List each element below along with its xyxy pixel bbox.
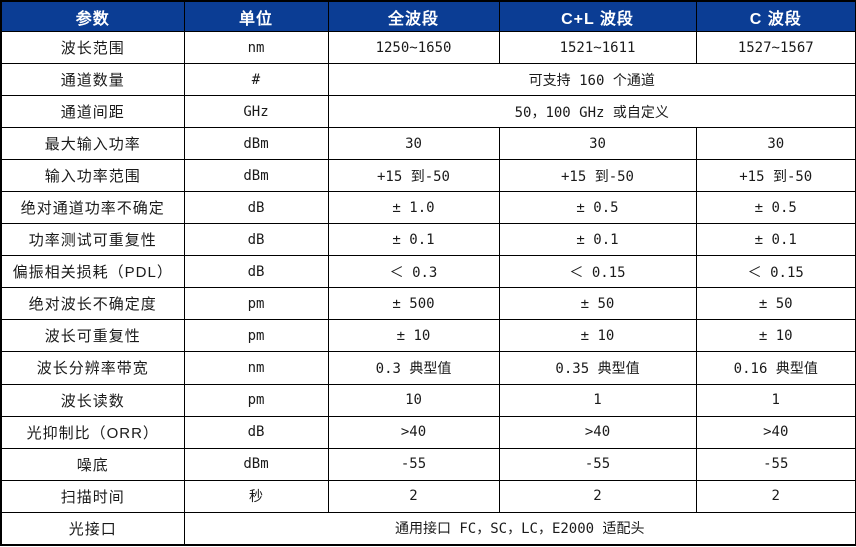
value-c-band: >40 bbox=[695, 415, 856, 449]
value-cl-band: -55 bbox=[498, 447, 697, 481]
value-c-band: +15 到-50 bbox=[695, 159, 856, 193]
param-label: 偏振相关损耗（PDL） bbox=[0, 255, 185, 289]
value-c-band: 0.16 典型值 bbox=[695, 351, 856, 385]
header-param: 参数 bbox=[0, 0, 185, 32]
table-row-abs-wavelength-uncertainty: 绝对波长不确定度 pm ± 500 ± 50 ± 50 bbox=[0, 287, 856, 321]
value-cl-band: ± 50 bbox=[498, 287, 697, 321]
table-row-resolution-bandwidth: 波长分辨率带宽 nm 0.3 典型值 0.35 典型值 0.16 典型值 bbox=[0, 351, 856, 385]
value-c-band: ± 50 bbox=[695, 287, 856, 321]
value-full-band: >40 bbox=[327, 415, 500, 449]
value-cl-band: 1 bbox=[498, 383, 697, 417]
value-cl-band: 0.35 典型值 bbox=[498, 351, 697, 385]
value-c-band: ± 0.1 bbox=[695, 223, 856, 257]
value-cl-band: ± 10 bbox=[498, 319, 697, 353]
param-label: 扫描时间 bbox=[0, 479, 185, 513]
param-label: 光抑制比（ORR） bbox=[0, 415, 185, 449]
param-label: 噪底 bbox=[0, 447, 185, 481]
table-row-pdl: 偏振相关损耗（PDL） dB ＜ 0.3 ＜ 0.15 ＜ 0.15 bbox=[0, 255, 856, 289]
header-row: 参数 单位 全波段 C+L 波段 C 波段 bbox=[0, 0, 856, 32]
unit-value: dB bbox=[183, 223, 329, 257]
value-c-band: 1 bbox=[695, 383, 856, 417]
header-cl-band: C+L 波段 bbox=[498, 0, 697, 32]
header-unit: 单位 bbox=[183, 0, 329, 32]
param-label: 波长可重复性 bbox=[0, 319, 185, 353]
table-row-orr: 光抑制比（ORR） dB >40 >40 >40 bbox=[0, 415, 856, 449]
table-row-max-input-power: 最大输入功率 dBm 30 30 30 bbox=[0, 127, 856, 161]
value-cl-band: ＜ 0.15 bbox=[498, 255, 697, 289]
value-cl-band: 2 bbox=[498, 479, 697, 513]
param-label: 波长读数 bbox=[0, 383, 185, 417]
table-row-wavelength-readout: 波长读数 pm 10 1 1 bbox=[0, 383, 856, 417]
unit-value: dB bbox=[183, 415, 329, 449]
value-full-band: 2 bbox=[327, 479, 500, 513]
unit-value: nm bbox=[183, 351, 329, 385]
param-label: 光接口 bbox=[0, 511, 185, 546]
header-full-band: 全波段 bbox=[327, 0, 500, 32]
value-full-band: 0.3 典型值 bbox=[327, 351, 500, 385]
param-label: 最大输入功率 bbox=[0, 127, 185, 161]
table-row-channel-count: 通道数量 # 可支持 160 个通道 bbox=[0, 63, 856, 97]
table-row-power-repeatability: 功率测试可重复性 dB ± 0.1 ± 0.1 ± 0.1 bbox=[0, 223, 856, 257]
header-c-band: C 波段 bbox=[695, 0, 856, 32]
param-label: 功率测试可重复性 bbox=[0, 223, 185, 257]
value-full-band: ± 10 bbox=[327, 319, 500, 353]
table-row-wavelength-range: 波长范围 nm 1250~1650 1521~1611 1527~1567 bbox=[0, 30, 856, 65]
unit-value: nm bbox=[183, 30, 329, 65]
table-row-channel-spacing: 通道间距 GHz 50，100 GHz 或自定义 bbox=[0, 95, 856, 129]
unit-value: pm bbox=[183, 383, 329, 417]
table-row-input-power-range: 输入功率范围 dBm +15 到-50 +15 到-50 +15 到-50 bbox=[0, 159, 856, 193]
value-all-bands: 50，100 GHz 或自定义 bbox=[327, 95, 856, 129]
unit-value: dBm bbox=[183, 159, 329, 193]
value-c-band: 2 bbox=[695, 479, 856, 513]
value-full-band: ＜ 0.3 bbox=[327, 255, 500, 289]
value-cl-band: ± 0.1 bbox=[498, 223, 697, 257]
unit-value: 秒 bbox=[183, 479, 329, 513]
unit-value: # bbox=[183, 63, 329, 97]
value-cl-band: >40 bbox=[498, 415, 697, 449]
table-row-scan-time: 扫描时间 秒 2 2 2 bbox=[0, 479, 856, 513]
value-full-band: 1250~1650 bbox=[327, 30, 500, 65]
value-cl-band: +15 到-50 bbox=[498, 159, 697, 193]
unit-value: GHz bbox=[183, 95, 329, 129]
value-full-band: -55 bbox=[327, 447, 500, 481]
param-label: 通道数量 bbox=[0, 63, 185, 97]
value-c-band: ＜ 0.15 bbox=[695, 255, 856, 289]
value-full-band: ± 500 bbox=[327, 287, 500, 321]
param-label: 输入功率范围 bbox=[0, 159, 185, 193]
table-row-abs-channel-power-uncertainty: 绝对通道功率不确定 dB ± 1.0 ± 0.5 ± 0.5 bbox=[0, 191, 856, 225]
table-row-noise-floor: 噪底 dBm -55 -55 -55 bbox=[0, 447, 856, 481]
value-c-band: ± 10 bbox=[695, 319, 856, 353]
param-label: 波长分辨率带宽 bbox=[0, 351, 185, 385]
table-row-optical-interface: 光接口 通用接口 FC，SC，LC，E2000 适配头 bbox=[0, 511, 856, 546]
param-label: 通道间距 bbox=[0, 95, 185, 129]
unit-value: pm bbox=[183, 287, 329, 321]
param-label: 绝对通道功率不确定 bbox=[0, 191, 185, 225]
value-all-bands: 可支持 160 个通道 bbox=[327, 63, 856, 97]
param-label: 波长范围 bbox=[0, 30, 185, 65]
value-c-band: 30 bbox=[695, 127, 856, 161]
value-full-band: ± 0.1 bbox=[327, 223, 500, 257]
unit-value: dBm bbox=[183, 447, 329, 481]
value-full-band: 10 bbox=[327, 383, 500, 417]
value-full-band: 30 bbox=[327, 127, 500, 161]
value-c-band: -55 bbox=[695, 447, 856, 481]
value-full-band: +15 到-50 bbox=[327, 159, 500, 193]
unit-value: dBm bbox=[183, 127, 329, 161]
unit-value: dB bbox=[183, 191, 329, 225]
value-c-band: ± 0.5 bbox=[695, 191, 856, 225]
value-full-band: ± 1.0 bbox=[327, 191, 500, 225]
value-cl-band: 30 bbox=[498, 127, 697, 161]
value-cl-band: 1521~1611 bbox=[498, 30, 697, 65]
value-cl-band: ± 0.5 bbox=[498, 191, 697, 225]
table-row-wavelength-repeatability: 波长可重复性 pm ± 10 ± 10 ± 10 bbox=[0, 319, 856, 353]
unit-value: dB bbox=[183, 255, 329, 289]
param-label: 绝对波长不确定度 bbox=[0, 287, 185, 321]
value-all-columns: 通用接口 FC，SC，LC，E2000 适配头 bbox=[183, 511, 856, 546]
value-c-band: 1527~1567 bbox=[695, 30, 856, 65]
unit-value: pm bbox=[183, 319, 329, 353]
